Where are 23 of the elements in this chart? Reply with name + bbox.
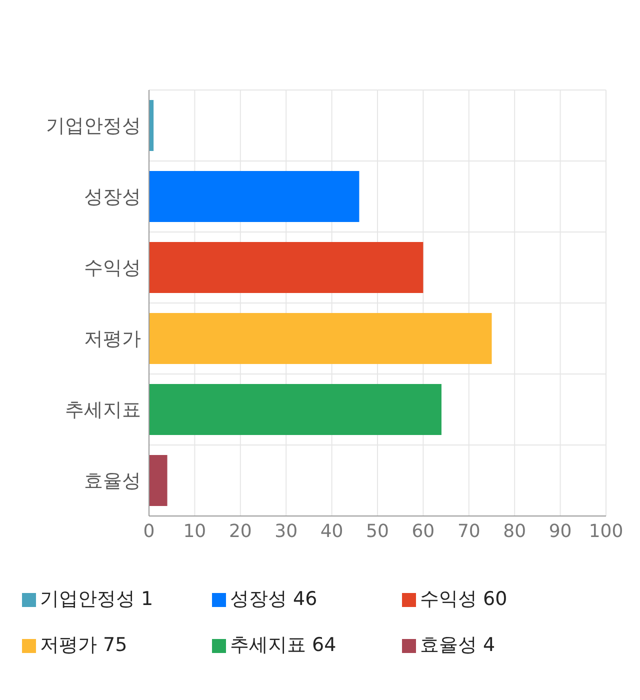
legend-label: 기업안정성 1: [40, 588, 154, 610]
legend-label: 성장성 46: [230, 588, 318, 610]
legend-label: 수익성 60: [420, 588, 508, 610]
x-tick-label: 80: [503, 520, 526, 542]
x-tick-label: 0: [143, 520, 155, 542]
y-tick-label: 수익성: [84, 257, 141, 280]
y-tick-label: 기업안정성: [46, 115, 141, 138]
legend-label: 효율성 4: [420, 634, 496, 656]
y-tick-label: 저평가: [84, 328, 141, 350]
x-tick-label: 20: [228, 520, 252, 542]
legend-label: 추세지표 64: [230, 634, 336, 656]
x-tick-label: 30: [274, 520, 298, 542]
x-tick-label: 40: [320, 520, 344, 542]
y-tick-label: 효율성: [84, 470, 141, 492]
legend-label: 저평가 75: [40, 634, 128, 656]
y-tick-label: 성장성: [84, 186, 141, 208]
x-tick-label: 50: [366, 520, 389, 542]
x-tick-label: 70: [457, 520, 480, 542]
x-tick-label: 90: [548, 520, 572, 542]
x-tick-label: 60: [412, 520, 435, 542]
y-tick-label: 추세지표: [65, 399, 141, 422]
x-tick-label: 100: [588, 520, 624, 542]
x-tick-label: 10: [183, 520, 206, 542]
